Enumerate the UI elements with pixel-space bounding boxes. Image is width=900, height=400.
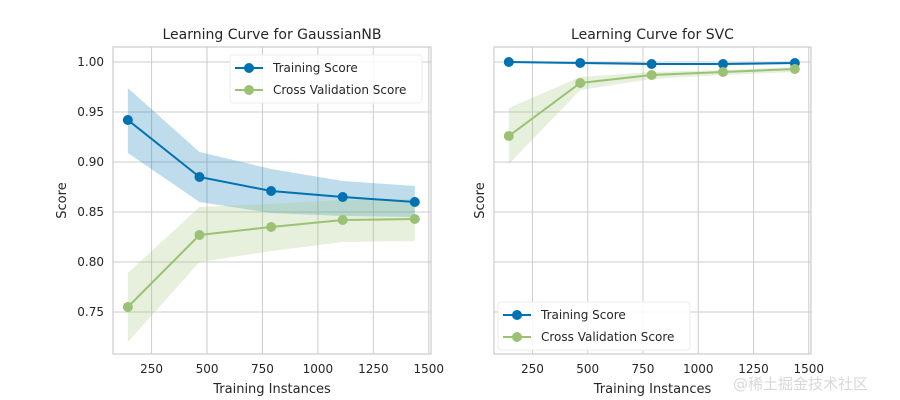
- x-tick-label: 250: [521, 362, 544, 376]
- legend-marker: [512, 332, 522, 342]
- x-tick-label: 750: [632, 362, 655, 376]
- y-axis-label: Score: [55, 182, 70, 218]
- data-point: [503, 57, 514, 67]
- chart-title: Learning Curve for SVC: [571, 27, 734, 43]
- chart-panel-2: 250 500 750 1000 1250 1500 Learning Curve for …: [473, 27, 824, 397]
- y-tick-label: 0.95: [77, 105, 104, 119]
- legend-box: [497, 301, 691, 351]
- legend: Training Score Cross Validation Score: [229, 54, 423, 104]
- chart-title: Learning Curve for GaussianNB: [163, 27, 382, 43]
- data-point: [646, 59, 657, 69]
- x-tick-label: 1250: [358, 362, 389, 376]
- x-tick-label: 1500: [794, 362, 825, 376]
- y-tick-label: 0.85: [77, 205, 104, 219]
- chart-panel-1: 250 500 750 1000 1250 1500 0.75 0.80 0.85 0.90 0.9…: [55, 27, 444, 397]
- x-tick-label: 1000: [303, 362, 334, 376]
- x-tick-label: 500: [576, 362, 599, 376]
- data-point: [789, 64, 800, 74]
- x-axis-label: Training Instances: [212, 382, 331, 397]
- x-tick-label: 1000: [683, 362, 714, 376]
- y-tick-label: 0.80: [77, 255, 104, 269]
- x-tick-label: 1250: [738, 362, 769, 376]
- data-point: [337, 192, 348, 202]
- y-tick-label: 1.00: [77, 55, 104, 69]
- data-point: [718, 59, 729, 69]
- data-point: [194, 230, 205, 240]
- x-tick-label: 750: [251, 362, 274, 376]
- legend-label: Training Score: [540, 308, 626, 322]
- data-point: [122, 302, 133, 312]
- x-tick-label: 500: [196, 362, 219, 376]
- data-point: [122, 115, 133, 125]
- data-point: [575, 58, 586, 68]
- legend-label: Training Score: [272, 61, 358, 75]
- data-point: [575, 78, 586, 88]
- x-axis-label: Training Instances: [593, 382, 712, 397]
- y-tick-label: 0.75: [77, 305, 104, 319]
- legend-label: Cross Validation Score: [541, 330, 674, 344]
- data-point: [646, 70, 657, 80]
- data-point: [266, 186, 277, 196]
- legend: Training Score Cross Validation Score: [497, 301, 691, 351]
- data-point: [409, 214, 420, 224]
- confidence-band-training: [127, 88, 415, 217]
- data-point: [503, 131, 514, 141]
- legend-label: Cross Validation Score: [273, 83, 406, 97]
- legend-marker: [244, 63, 254, 73]
- data-point: [337, 215, 348, 225]
- legend-marker: [244, 85, 254, 95]
- legend-box: [229, 54, 423, 104]
- x-tick-label: 1500: [414, 362, 445, 376]
- data-point: [194, 172, 205, 182]
- y-tick-label: 0.90: [77, 155, 104, 169]
- y-axis-label: Score: [473, 182, 488, 218]
- data-point: [718, 67, 729, 77]
- watermark: @稀土掘金技术社区: [733, 375, 868, 393]
- x-tick-label: 250: [140, 362, 163, 376]
- data-point: [409, 197, 420, 207]
- data-point: [266, 222, 277, 232]
- legend-marker: [512, 310, 522, 320]
